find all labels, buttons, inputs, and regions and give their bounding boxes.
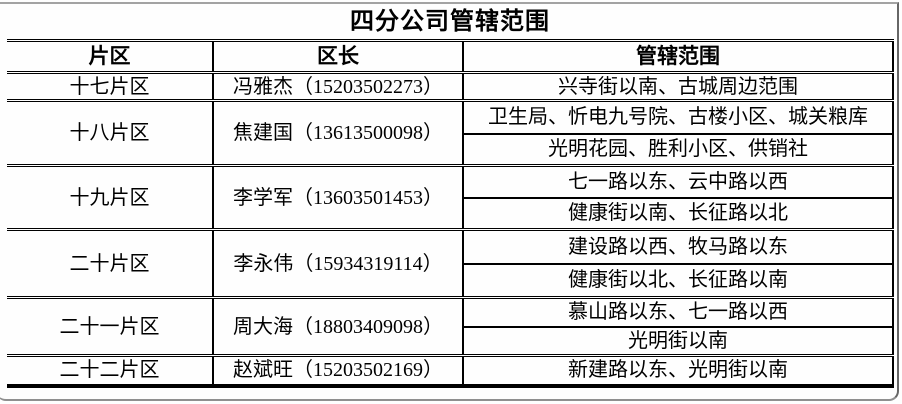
table-subrow: 健康街以北、长征路以南: [7, 263, 893, 299]
scope-cell: 七一路以东、云中路以西: [463, 165, 893, 199]
page-title: 四分公司管辖范围: [350, 9, 550, 35]
scope-cell: 光明街以南: [463, 326, 893, 357]
scope-cell: 光明花园、胜利小区、供销社: [463, 133, 893, 167]
header-cell-district: 片区: [7, 40, 214, 74]
header-cell-scope: 管辖范围: [463, 40, 893, 74]
header-cell-chief: 区长: [213, 40, 464, 74]
chief-cell: 李永伟（15934319114）: [213, 229, 464, 299]
table-subrow: 健康街以南、长征路以北: [7, 197, 893, 231]
table-row: 二十一片区 周大海（18803409098） 慕山路以东、七一路以西: [7, 297, 893, 357]
district-cell: 二十一片区: [7, 297, 214, 357]
table-header-row: 片区 区长 管辖范围: [7, 40, 893, 74]
scope-cell: 建设路以西、牧马路以东: [463, 229, 893, 265]
scope-cell: 兴寺街以南、古城周边范围: [463, 72, 893, 102]
scope-cell: 健康街以北、长征路以南: [463, 263, 893, 299]
table-row: 二十二片区 赵斌旺（15203502169） 新建路以东、光明街以南: [7, 355, 893, 386]
district-cell: 十七片区: [7, 72, 214, 102]
table-row: 十八片区 焦建国（13613500098） 卫生局、忻电九号院、古楼小区、城关粮…: [7, 100, 893, 167]
scope-cell: 卫生局、忻电九号院、古楼小区、城关粮库: [463, 100, 893, 135]
scope-cell: 慕山路以东、七一路以西: [463, 297, 893, 328]
district-cell: 十九片区: [7, 165, 214, 231]
table-row: 十七片区 冯雅杰（15203502273） 兴寺街以南、古城周边范围: [7, 72, 893, 102]
scope-cell: 新建路以东、光明街以南: [568, 359, 788, 382]
table-subrow: 光明街以南: [7, 326, 893, 357]
district-cell: 十八片区: [7, 100, 214, 167]
table-subrow: 光明花园、胜利小区、供销社: [7, 133, 893, 167]
chief-cell: 李学军（13603501453）: [213, 165, 464, 231]
chief-cell: 赵斌旺（15203502169）: [213, 355, 464, 386]
chief-cell: 周大海（18803409098）: [213, 297, 464, 357]
chief-cell: 焦建国（13613500098）: [213, 100, 464, 167]
district-cell: 二十二片区: [7, 355, 214, 386]
jurisdiction-table: 片区 区长 管辖范围 十七片区 冯雅杰（15203502273） 兴寺街以南、古…: [7, 39, 894, 388]
table-row: 二十片区 李永伟（15934319114） 建设路以西、牧马路以东: [7, 229, 893, 299]
chief-cell: 冯雅杰（15203502273）: [213, 72, 464, 102]
table-row: 十九片区 李学军（13603501453） 七一路以东、云中路以西: [7, 165, 893, 231]
district-cell: 二十片区: [7, 229, 214, 299]
scope-cell: 健康街以南、长征路以北: [463, 197, 893, 231]
